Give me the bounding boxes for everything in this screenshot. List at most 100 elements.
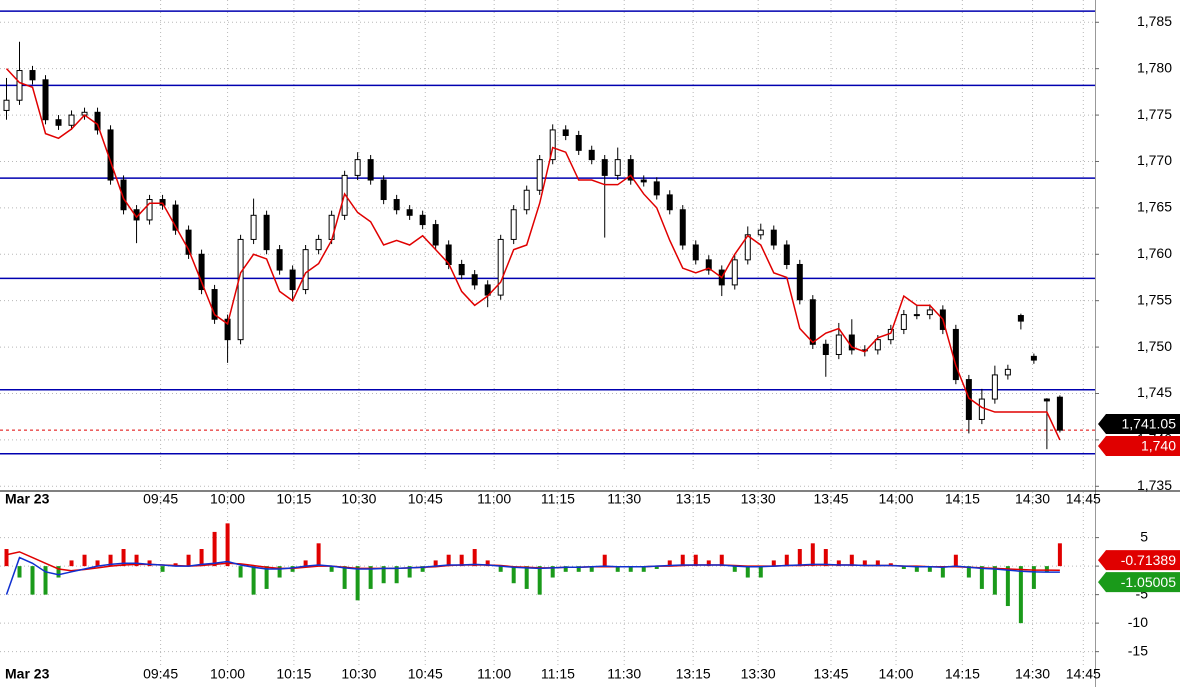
histogram-bar xyxy=(134,554,139,567)
histogram-bar xyxy=(381,566,386,584)
x-tick-label: 13:15 xyxy=(676,491,711,507)
candle-body xyxy=(198,253,205,291)
x-tick-label: 14:15 xyxy=(945,491,980,507)
candle-body xyxy=(224,318,231,341)
histogram-bar xyxy=(589,566,594,572)
histogram-bar xyxy=(43,566,48,595)
candle-body xyxy=(666,194,673,211)
candle-body xyxy=(588,149,595,161)
histogram-bar xyxy=(199,549,204,567)
x-tick-label: 14:00 xyxy=(879,491,914,507)
candle-body xyxy=(55,119,62,126)
x-tick-label: 11:00 xyxy=(477,666,511,682)
candle-body xyxy=(549,129,556,161)
histogram-bar xyxy=(420,566,425,572)
indicator-line xyxy=(5,556,1060,595)
x-tick-label: 14:30 xyxy=(1015,666,1050,682)
histogram-bar xyxy=(667,560,672,567)
candle-body xyxy=(497,238,504,296)
histogram-bar xyxy=(173,563,178,567)
candle-body xyxy=(1056,396,1063,431)
histogram-bar xyxy=(121,549,126,567)
y-tick-label: 1,775 xyxy=(1137,106,1172,122)
candle-body xyxy=(614,159,621,176)
x-tick-label: 13:30 xyxy=(741,491,776,507)
histogram-bar xyxy=(56,566,61,578)
histogram-bar xyxy=(511,566,516,584)
x-tick-label: 11:00 xyxy=(477,491,511,507)
x-tick-label: 10:30 xyxy=(341,666,376,682)
x-tick-label: 13:45 xyxy=(813,491,848,507)
candle-body xyxy=(770,229,777,246)
y-tick-label: 1,755 xyxy=(1137,291,1172,307)
histogram-bar xyxy=(1057,543,1062,567)
histogram-bar xyxy=(901,566,906,569)
price-readout: -1.05005 xyxy=(1121,574,1176,590)
candle-body xyxy=(796,263,803,301)
histogram-bar xyxy=(888,563,893,567)
histogram-bar xyxy=(498,566,503,572)
y-tick-label: 1,760 xyxy=(1137,245,1172,261)
histogram-bar xyxy=(277,566,282,578)
candle-body xyxy=(991,374,998,400)
x-tick-label: 10:45 xyxy=(408,491,443,507)
histogram-bar xyxy=(433,560,438,567)
x-tick-label: 13:15 xyxy=(676,666,711,682)
candle-body xyxy=(172,204,179,231)
histogram-bar xyxy=(446,554,451,567)
histogram-bar xyxy=(771,560,776,567)
histogram-bar xyxy=(940,566,945,578)
candle-body xyxy=(1030,355,1037,361)
candle-body xyxy=(94,111,101,131)
candle-body xyxy=(627,159,634,181)
x-tick-label: Mar 23 xyxy=(5,666,50,682)
indicator-line xyxy=(5,68,1061,441)
histogram-bar xyxy=(108,554,113,567)
histogram-bar xyxy=(82,554,87,567)
candle-body xyxy=(29,70,36,81)
candle-body xyxy=(874,339,881,351)
histogram-bar xyxy=(264,566,269,589)
histogram-bar xyxy=(316,543,321,567)
x-tick-label: 14:45 xyxy=(1066,491,1101,507)
candle-body xyxy=(432,224,439,246)
candle-body xyxy=(562,129,569,136)
histogram-bar xyxy=(979,566,984,589)
candle-body xyxy=(536,159,543,191)
candle-body xyxy=(185,229,192,255)
candle-body xyxy=(42,79,49,121)
y-tick-label: 1,785 xyxy=(1137,13,1172,29)
candle-body xyxy=(783,244,790,265)
x-tick-label: 11:15 xyxy=(541,491,575,507)
candle-body xyxy=(1043,398,1050,402)
histogram-bar xyxy=(17,566,22,578)
candle-body xyxy=(640,179,647,183)
histogram-bar xyxy=(1005,566,1010,607)
candle-body xyxy=(367,159,374,181)
x-tick-label: 10:15 xyxy=(276,666,311,682)
histogram-bar xyxy=(615,566,620,572)
candle-body xyxy=(510,209,517,240)
x-tick-label: 10:00 xyxy=(210,666,245,682)
candle-body xyxy=(380,179,387,201)
candle-body xyxy=(757,229,764,236)
histogram-bar xyxy=(251,566,256,595)
histogram-bar xyxy=(641,566,646,572)
candle-body xyxy=(393,199,400,211)
histogram-bar xyxy=(602,554,607,567)
histogram-bar xyxy=(303,560,308,567)
x-tick-label: 14:15 xyxy=(945,666,980,682)
histogram-bar xyxy=(355,566,360,601)
x-tick-label: 10:30 xyxy=(341,491,376,507)
candle-body xyxy=(471,274,478,286)
candle-body xyxy=(237,238,244,341)
candle-body xyxy=(354,159,361,176)
histogram-bar xyxy=(758,566,763,578)
y-tick-label: 1,735 xyxy=(1137,477,1172,493)
y-tick-label: -10 xyxy=(1128,614,1148,630)
candle-body xyxy=(900,314,907,330)
candle-body xyxy=(146,199,153,221)
histogram-bar xyxy=(4,549,9,567)
histogram-bar xyxy=(823,549,828,567)
